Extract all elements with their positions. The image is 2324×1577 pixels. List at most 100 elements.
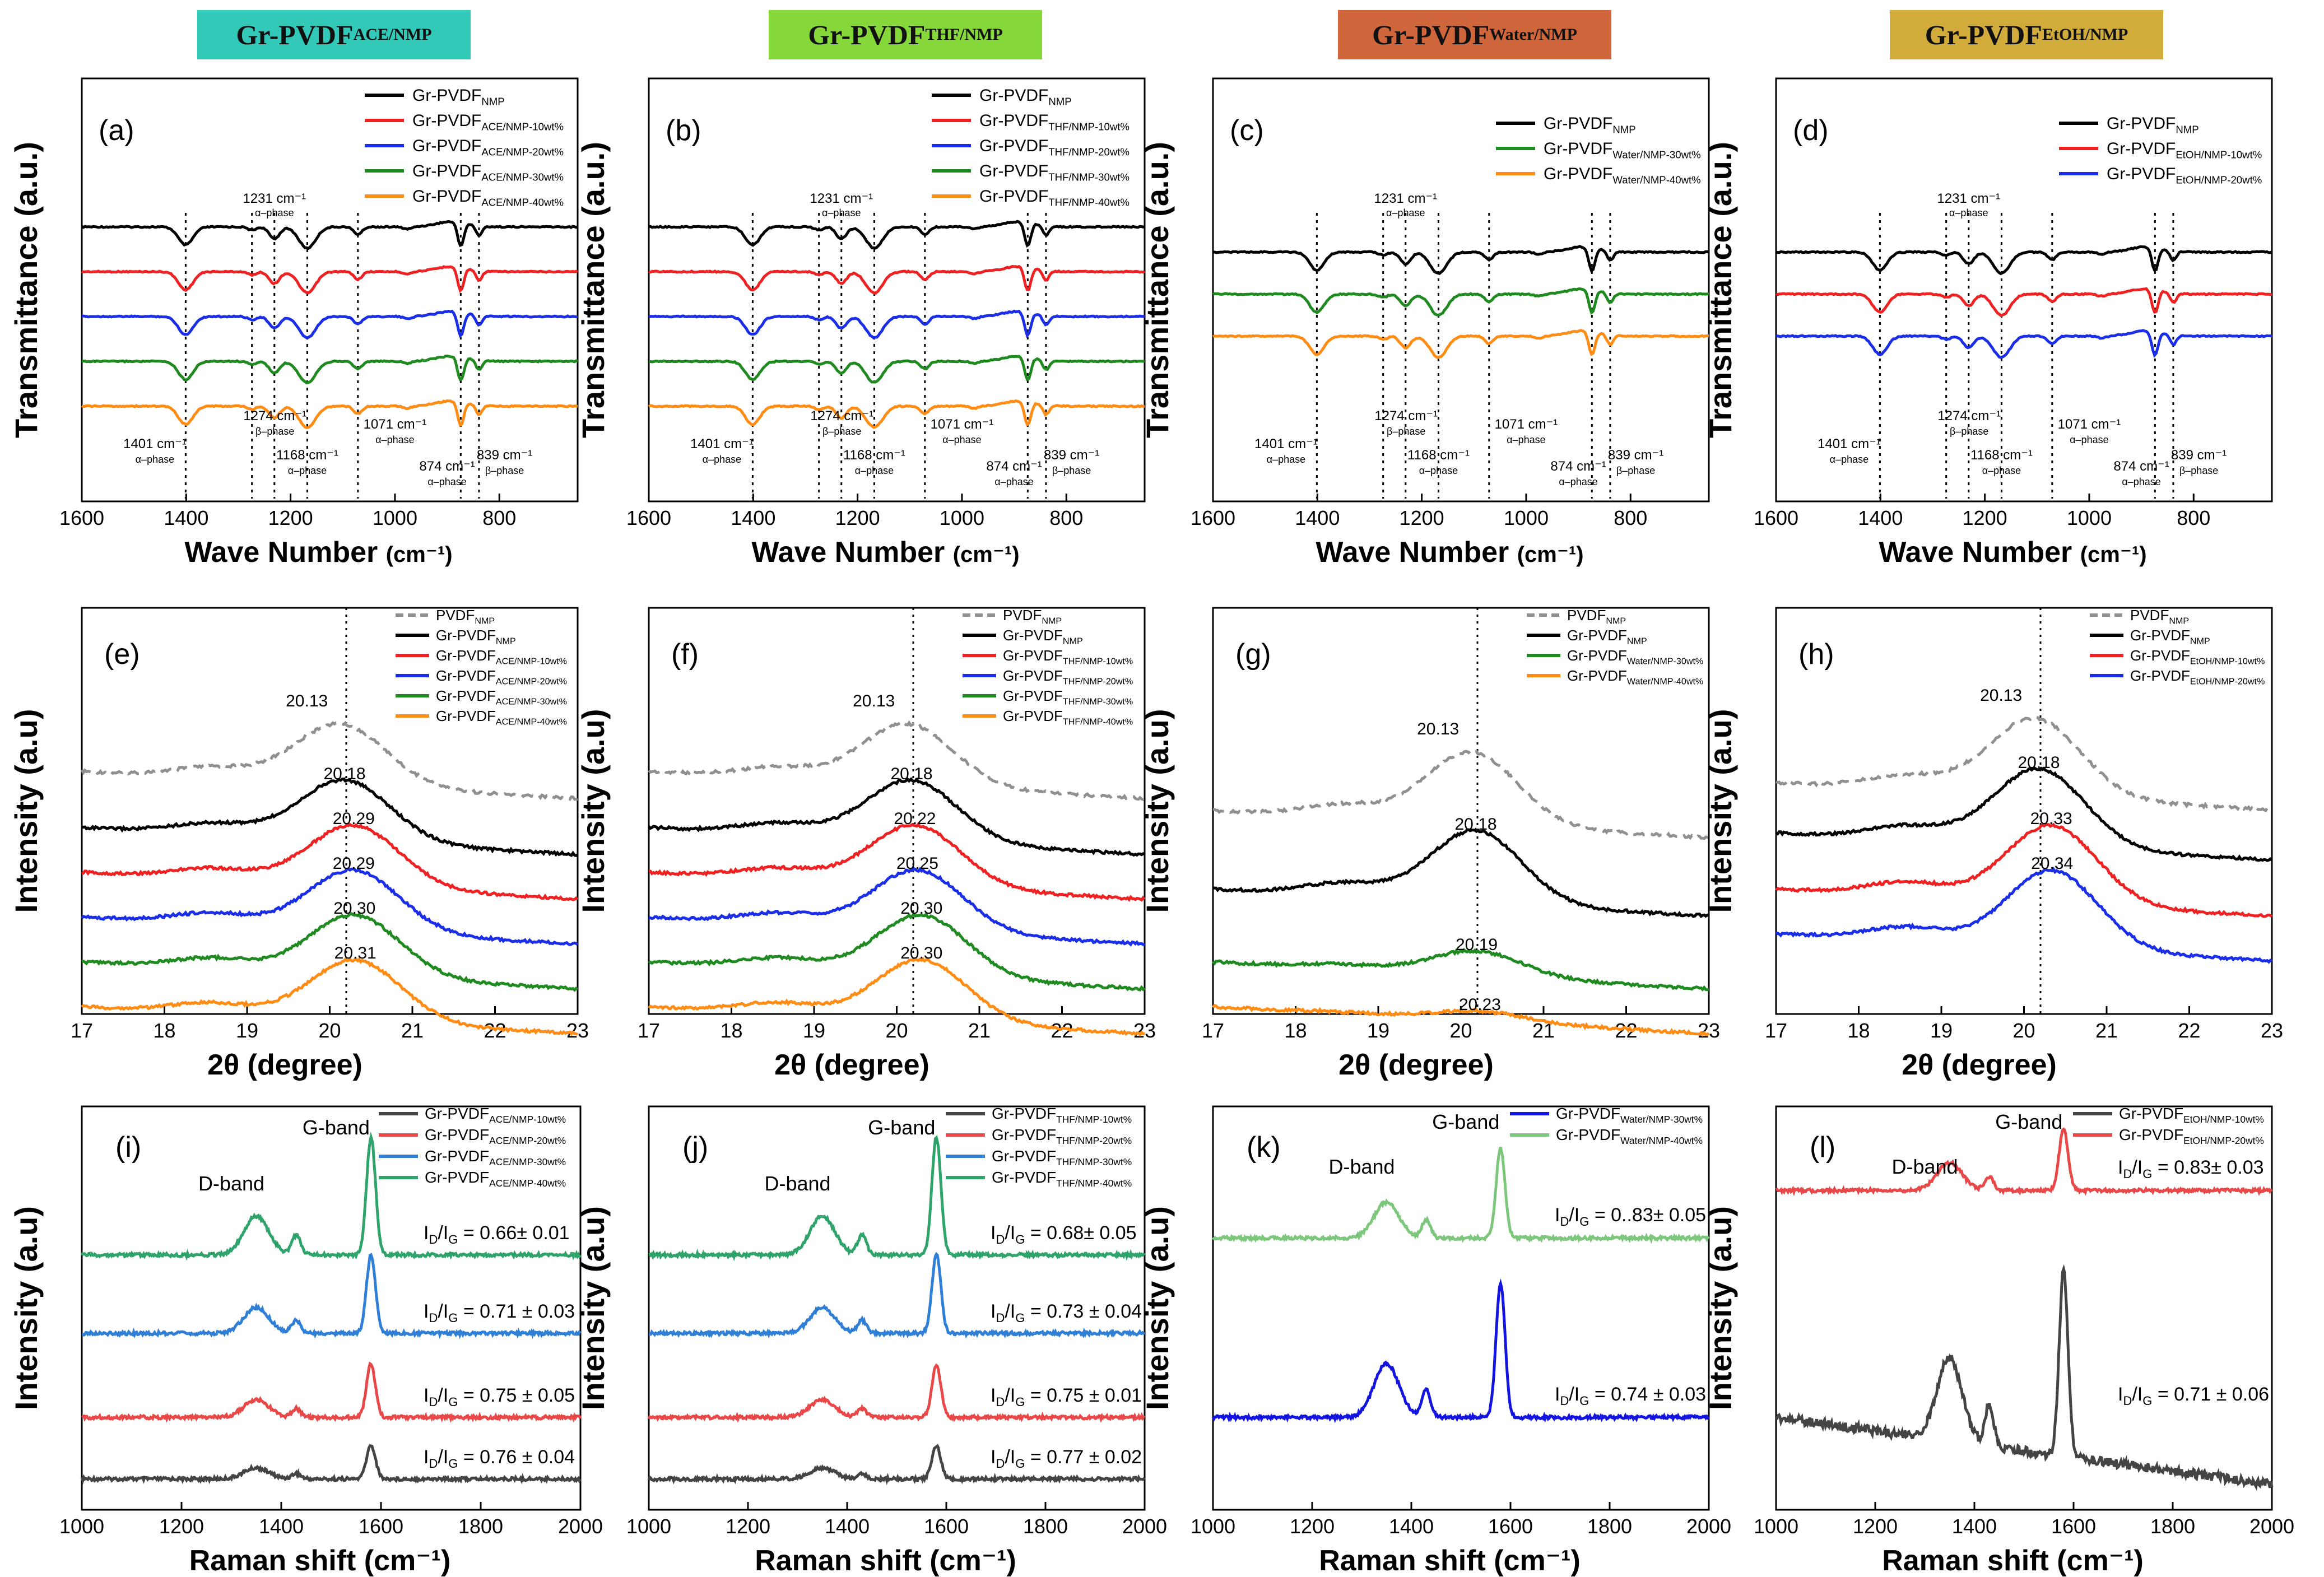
peak-annotation-phase: α–phase (942, 434, 981, 445)
peak-annotation-phase: α–phase (2070, 434, 2108, 445)
peak-annotation: 1168 cm⁻¹ (1407, 448, 1470, 463)
ratio-label: ID/IG = 0.77 ± 0.02 (991, 1446, 1142, 1471)
peak-annotation-phase: β–phase (1616, 465, 1655, 476)
x-tick-label: 1000 (1504, 506, 1549, 529)
d-band-label: D-band (764, 1172, 830, 1195)
x-tick-label: 1600 (2051, 1515, 2096, 1538)
x-tick-label: 1000 (373, 506, 417, 529)
panel-label: (f) (671, 638, 699, 671)
legend-entry: Gr-PVDFACE/NMP-10wt% (412, 111, 564, 133)
xrd-series-line (1212, 947, 1709, 992)
legend-entry: Gr-PVDFEtOH/NMP-20wt% (2119, 1126, 2264, 1146)
x-tick-label: 1200 (1290, 1515, 1335, 1538)
x-tick-label: 23 (2261, 1019, 2283, 1042)
x-tick-label: 23 (1698, 1019, 1720, 1042)
peak-annotation: 874 cm⁻¹ (1550, 459, 1606, 474)
peak-annotation: 874 cm⁻¹ (986, 459, 1042, 474)
x-axis-label: 2θ (degree) (1338, 1049, 1494, 1081)
raman-plot-frame (81, 1105, 582, 1511)
panel-label: (h) (1798, 638, 1834, 671)
peak-annotation: 1274 cm⁻¹ (1374, 408, 1438, 424)
peak-annotation: 1231 cm⁻¹ (810, 191, 873, 206)
column-header: Gr-PVDF THF/NMP (769, 10, 1042, 59)
peak-annotation: 1231 cm⁻¹ (1937, 191, 2000, 206)
legend-entry: Gr-PVDFNMP (2107, 114, 2199, 136)
legend-entry: Gr-PVDFACE/NMP-40wt% (425, 1169, 566, 1189)
y-axis-label: Intensity (a.u) (8, 709, 44, 913)
peak-value-label: 20.22 (894, 810, 936, 828)
x-tick-label: 1600 (1191, 506, 1235, 529)
peak-value-label: 20.29 (333, 810, 375, 828)
ftir-series-line (649, 355, 1145, 384)
legend-entry: Gr-PVDFTHF/NMP-10wt% (992, 1105, 1132, 1125)
x-tick-label: 17 (638, 1019, 660, 1042)
ftir-plot-frame (1212, 77, 1710, 503)
peak-annotation: 839 cm⁻¹ (1608, 448, 1663, 463)
xrd-series-line (1212, 1003, 1710, 1037)
raman-series-line (1775, 1264, 2274, 1491)
x-axis-label: Raman shift (cm⁻¹) (1882, 1545, 2144, 1577)
legend-entry: Gr-PVDFNMP (2130, 627, 2210, 646)
peak-annotation: 1168 cm⁻¹ (843, 448, 905, 463)
peak-annotation: 1231 cm⁻¹ (1374, 191, 1437, 206)
legend-entry: PVDFNMP (1003, 607, 1062, 626)
peak-value-label: 20.30 (333, 899, 375, 918)
peak-annotation: 1071 cm⁻¹ (364, 417, 427, 432)
g-band-label: G-band (868, 1116, 935, 1139)
x-tick-label: 1200 (268, 506, 313, 529)
y-axis-label: Intensity (a.u) (8, 1206, 44, 1410)
xrd-series-line (648, 777, 1145, 857)
peak-annotation-phase: α–phase (375, 434, 414, 445)
ratio-label: ID/IG = 0.68± 0.05 (991, 1222, 1137, 1246)
peak-annotation-phase: α–phase (822, 207, 861, 218)
peak-annotation: 874 cm⁻¹ (2113, 459, 2169, 474)
legend-entry: Gr-PVDFEtOH/NMP-10wt% (2107, 139, 2262, 161)
x-tick-label: 21 (968, 1019, 991, 1042)
legend-entry: Gr-PVDFTHF/NMP-20wt% (992, 1126, 1132, 1146)
x-axis-label: 2θ (degree) (207, 1049, 362, 1081)
x-tick-label: 2000 (1686, 1515, 1731, 1538)
legend-entry: Gr-PVDFEtOH/NMP-20wt% (2107, 165, 2262, 186)
peak-value-label: 20.13 (286, 692, 328, 710)
xrd-series-line (81, 957, 579, 1036)
ftir-series-line (1775, 329, 2272, 359)
x-tick-label: 17 (1202, 1019, 1224, 1042)
g-band-label: G-band (1995, 1110, 2062, 1133)
xrd-series-line (1775, 867, 2273, 964)
x-tick-label: 1000 (1754, 1515, 1798, 1538)
ftir-plot-frame (1775, 77, 2273, 503)
xrd-series-line (648, 957, 1145, 1037)
column-header: Gr-PVDF ACE/NMP (197, 10, 471, 59)
xrd-series-line (648, 821, 1146, 902)
peak-annotation-phase: α–phase (703, 454, 741, 465)
x-axis: 17 18 19 20 21 22 23 (71, 1006, 589, 1042)
x-tick-label: 800 (1614, 506, 1647, 529)
x-tick-label: 18 (153, 1019, 175, 1042)
x-tick-label: 1000 (940, 506, 984, 529)
y-axis-label: Intensity (a.u) (575, 709, 611, 913)
peak-annotation-phase: α–phase (288, 465, 327, 476)
panel-label: (a) (99, 114, 134, 147)
peak-annotation-phase: β–phase (822, 426, 861, 437)
x-axis: 17 18 19 20 21 22 23 (1765, 1006, 2283, 1042)
raman-series-line (80, 1444, 582, 1485)
peak-value-label: 20.34 (2031, 854, 2073, 873)
x-tick-label: 19 (1367, 1019, 1389, 1042)
peak-annotation-phase: α–phase (255, 207, 294, 218)
x-tick-label: 800 (1049, 506, 1083, 529)
peak-annotation-phase: β–phase (1387, 426, 1425, 437)
raman-series-line (1212, 1147, 1710, 1244)
column-header: Gr-PVDF EtOH/NMP (1890, 10, 2163, 59)
legend-entry: Gr-PVDFNMP (412, 86, 505, 108)
ftir-series-line (81, 354, 578, 385)
x-axis-label: Wave Number (cm⁻¹) (184, 536, 452, 569)
ratio-label: ID/IG = 0.83± 0.03 (2118, 1157, 2264, 1181)
ratio-label: ID/IG = 0.73 ± 0.04 (991, 1301, 1142, 1325)
x-tick-label: 1400 (164, 506, 208, 529)
peak-value-label: 20.18 (324, 765, 366, 783)
peak-annotation: 1274 cm⁻¹ (243, 408, 306, 424)
x-tick-label: 1200 (1400, 506, 1444, 529)
peak-value-label: 20.29 (333, 854, 375, 873)
legend-entry: Gr-PVDFTHF/NMP-30wt% (979, 162, 1130, 183)
legend-entry: Gr-PVDFNMP (436, 627, 516, 646)
